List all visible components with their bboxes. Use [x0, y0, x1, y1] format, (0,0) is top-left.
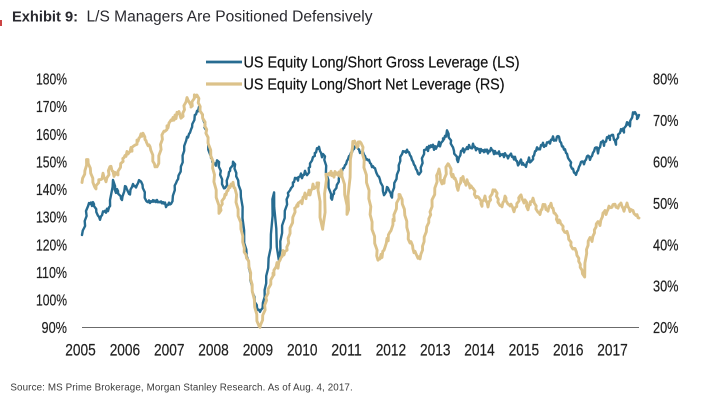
svg-text:2017: 2017 [597, 341, 628, 359]
svg-text:140%: 140% [36, 182, 67, 199]
svg-text:80%: 80% [653, 72, 679, 89]
svg-text:2014: 2014 [464, 341, 495, 359]
svg-text:50%: 50% [653, 196, 679, 213]
svg-text:2010: 2010 [287, 341, 318, 359]
svg-text:2015: 2015 [509, 341, 539, 359]
svg-text:170%: 170% [36, 99, 67, 116]
svg-text:150%: 150% [36, 154, 67, 171]
svg-text:2006: 2006 [110, 341, 141, 359]
svg-text:40%: 40% [653, 237, 679, 254]
svg-text:US Equity Long/Short Gross Lev: US Equity Long/Short Gross Leverage (LS) [244, 54, 520, 71]
svg-text:2009: 2009 [243, 341, 274, 359]
svg-text:Exhibit 9:L/S Managers Are Pos: Exhibit 9: L/S Managers Are Positioned De… [12, 9, 373, 26]
svg-text:180%: 180% [36, 72, 67, 89]
svg-text:2016: 2016 [553, 341, 584, 359]
svg-text:90%: 90% [42, 320, 68, 337]
svg-text:110%: 110% [36, 265, 67, 282]
svg-text:160%: 160% [36, 127, 67, 144]
svg-text:Source: MS Prime Brokerage, Mo: Source: MS Prime Brokerage, Morgan Stanl… [10, 383, 352, 394]
svg-text:30%: 30% [653, 279, 679, 296]
svg-text:2005: 2005 [65, 341, 96, 359]
svg-text:130%: 130% [36, 210, 67, 227]
svg-text:120%: 120% [36, 237, 67, 254]
svg-text:2011: 2011 [331, 341, 362, 359]
svg-text:20%: 20% [653, 320, 679, 337]
svg-text:100%: 100% [36, 293, 67, 310]
svg-text:2008: 2008 [198, 341, 229, 359]
svg-text:US Equity Long/Short Net Lever: US Equity Long/Short Net Leverage (RS) [244, 76, 505, 93]
svg-text:2012: 2012 [376, 341, 407, 359]
svg-text:60%: 60% [653, 154, 679, 171]
svg-text:2013: 2013 [420, 341, 451, 359]
svg-text:2007: 2007 [154, 341, 185, 359]
svg-text:70%: 70% [653, 113, 679, 130]
